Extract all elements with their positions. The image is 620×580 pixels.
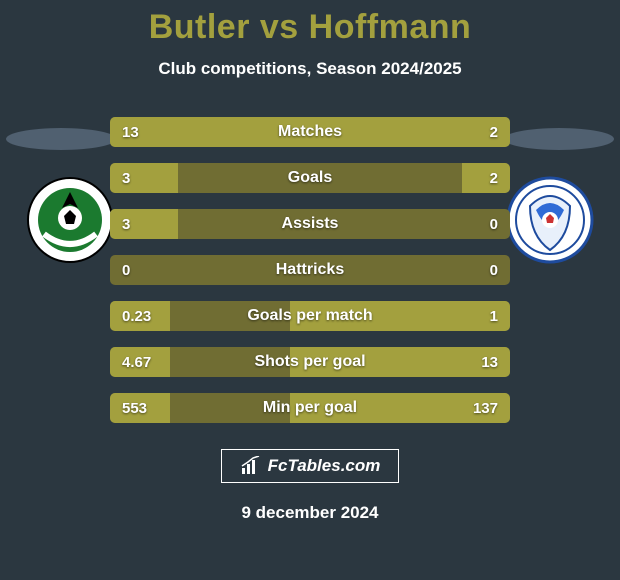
stat-fill-player2 [290, 347, 510, 377]
player2-name: Hoffmann [309, 8, 472, 46]
date-text: 9 december 2024 [241, 503, 378, 523]
vs-word: vs [260, 8, 299, 46]
stat-row: 132Matches [110, 117, 510, 147]
comparison-card: Butler vs Hoffmann Club competitions, Se… [0, 0, 620, 580]
brand-chart-icon [240, 456, 262, 476]
stat-row: 30Assists [110, 209, 510, 239]
brand-name: FcTables.com [268, 456, 381, 476]
stat-label: Hattricks [110, 261, 510, 279]
stat-row: 32Goals [110, 163, 510, 193]
subtitle: Club competitions, Season 2024/2025 [158, 59, 461, 79]
stat-value-player2: 0 [490, 216, 498, 233]
stats-container: 132Matches32Goals30Assists00Hattricks0.2… [110, 117, 510, 423]
stat-fill-player1 [110, 209, 178, 239]
stat-value-player2: 0 [490, 262, 498, 279]
stat-fill-player2 [462, 163, 510, 193]
stat-row: 4.6713Shots per goal [110, 347, 510, 377]
stat-row: 553137Min per goal [110, 393, 510, 423]
stat-fill-player2 [454, 117, 510, 147]
player2-shadow [504, 128, 614, 150]
stat-fill-player1 [110, 163, 178, 193]
player1-club-logo [26, 176, 114, 264]
stat-fill-player2 [290, 301, 510, 331]
player1-name: Butler [149, 8, 250, 46]
stat-fill-player1 [110, 117, 454, 147]
page-title: Butler vs Hoffmann [149, 8, 472, 47]
stat-value-player1: 0 [122, 262, 130, 279]
stat-fill-player1 [110, 347, 170, 377]
stat-fill-player1 [110, 301, 170, 331]
stat-row: 0 0Hattricks [110, 255, 510, 285]
player1-shadow [6, 128, 116, 150]
stat-fill-player2 [290, 393, 510, 423]
stat-fill-player1 [110, 393, 170, 423]
brand-box: FcTables.com [221, 449, 400, 483]
stat-row: 0.231Goals per match [110, 301, 510, 331]
player2-club-logo [506, 176, 594, 264]
